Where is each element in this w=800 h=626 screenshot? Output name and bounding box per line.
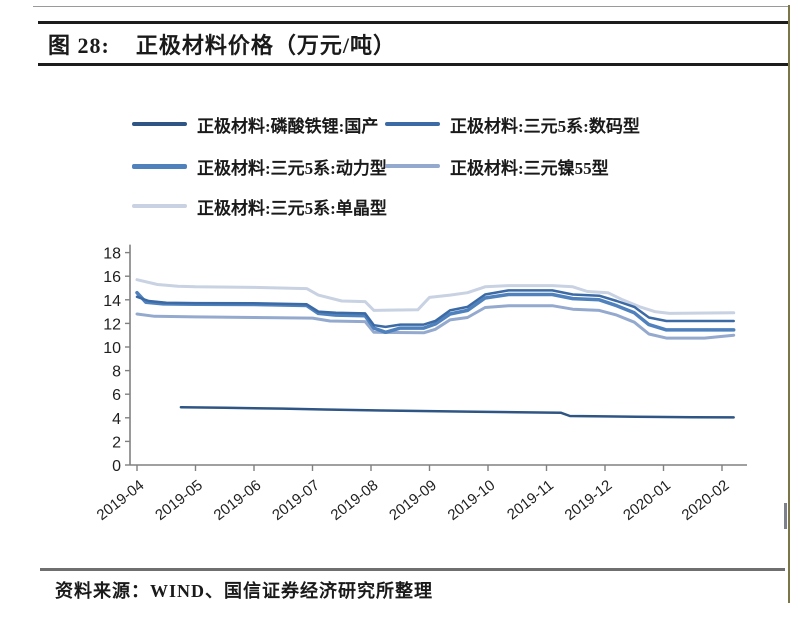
tick-label: 2019-12: [562, 477, 616, 524]
legend-line-swatch: [132, 122, 187, 126]
tick-label: 12: [103, 316, 121, 333]
tick-label: 2019-04: [95, 477, 147, 524]
tick-label: 10: [103, 340, 121, 357]
tick-label: 2019-10: [445, 477, 499, 524]
tick-label: 2019-05: [152, 477, 206, 524]
tick-label: 2020-01: [620, 477, 674, 524]
series-line: [135, 304, 736, 340]
footer-rule: [40, 568, 785, 571]
figure-number: 图 28:: [48, 33, 110, 58]
tick-label: 14: [103, 293, 121, 310]
page-border-line: [788, 5, 790, 603]
legend-item-nickel55: 正极材料:三元镍55型: [385, 155, 609, 178]
tick-label: 4: [112, 411, 121, 428]
series-line: [179, 405, 735, 419]
legend-item-power: 正极材料:三元5系:动力型: [132, 155, 387, 178]
legend-label: 正极材料:三元镍55型: [450, 158, 609, 178]
title-top-rule: [38, 21, 788, 24]
title-bottom-rule: [38, 63, 788, 66]
top-thin-rule: [33, 6, 788, 7]
tick-label: 2019-09: [386, 477, 440, 524]
tick-label: 2020-02: [679, 477, 733, 524]
tick-label: 2019-06: [211, 477, 265, 524]
tick-label: 2019-07: [269, 477, 323, 524]
figure-title-text: 正极材料价格（万元/吨）: [135, 33, 396, 58]
tick-label: 18: [103, 246, 121, 263]
legend-item-monocrystal: 正极材料:三元5系:单晶型: [132, 195, 387, 218]
legend-line-swatch: [385, 164, 440, 168]
figure-title: 图 28: 正极材料价格（万元/吨）: [48, 28, 396, 60]
tick-label: 2019-11: [504, 477, 557, 524]
tick-label: 6: [112, 387, 121, 404]
tick-label: 2: [112, 434, 121, 451]
series-line: [135, 290, 736, 335]
legend-label: 正极材料:三元5系:动力型: [197, 158, 387, 178]
edge-artifact-dash: [784, 503, 787, 529]
legend-line-swatch: [132, 204, 187, 208]
legend-line-swatch: [132, 163, 187, 169]
legend-item-lfp: 正极材料:磷酸铁锂:国产: [132, 113, 379, 136]
tick-label: 8: [112, 364, 121, 381]
source-note: 资料来源：WIND、国信证券经济研究所整理: [55, 581, 434, 601]
legend-label: 正极材料:三元5系:数码型: [450, 116, 640, 136]
series-line: [135, 278, 736, 315]
tick-label: 16: [103, 269, 121, 286]
legend-line-swatch: [385, 122, 440, 126]
tick-label: 0: [112, 458, 121, 475]
series-line: [135, 289, 735, 329]
tick-label: 2019-08: [328, 477, 382, 524]
legend-label: 正极材料:磷酸铁锂:国产: [197, 116, 379, 136]
legend-label: 正极材料:三元5系:单晶型: [197, 198, 387, 218]
legend-item-digital: 正极材料:三元5系:数码型: [385, 113, 640, 136]
